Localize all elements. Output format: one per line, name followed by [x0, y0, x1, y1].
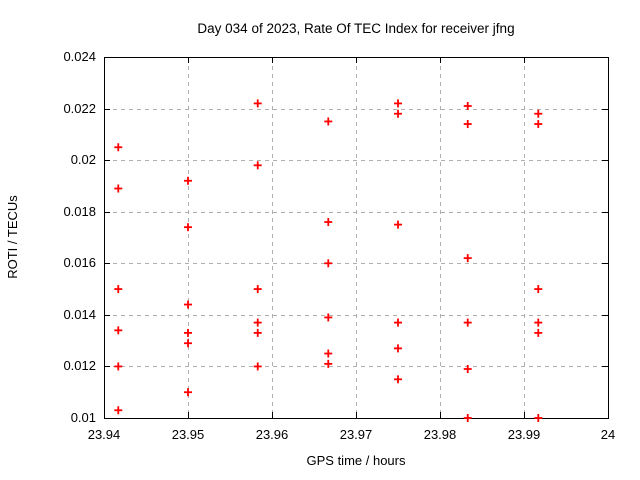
- y-tick-label: 0.018: [63, 203, 96, 219]
- data-point-marker: [463, 254, 472, 263]
- y-tick-label: 0.024: [63, 49, 96, 64]
- data-point-marker: [534, 328, 543, 337]
- plot-frame: [104, 57, 609, 419]
- data-point-marker: [324, 117, 333, 126]
- data-point-marker: [534, 285, 543, 294]
- data-point-marker: [394, 344, 402, 353]
- data-point-marker: [114, 406, 123, 415]
- data-point-marker: [463, 101, 472, 110]
- x-tick-label: 23.96: [255, 427, 289, 442]
- y-tick-label: 0.016: [63, 255, 96, 271]
- y-tick-label: 0.01: [70, 410, 96, 425]
- x-axis-label: GPS time / hours: [306, 453, 406, 468]
- y-tick-label: 0.014: [63, 306, 96, 322]
- y-tick-label: 0.02: [70, 152, 96, 168]
- x-tick-label: 23.98: [423, 427, 457, 442]
- data-point-marker: [463, 414, 472, 422]
- y-tick-label: 0.012: [63, 358, 96, 374]
- data-point-marker: [114, 285, 123, 294]
- data-point-marker: [324, 218, 333, 227]
- data-point-marker: [394, 318, 402, 327]
- data-point-marker: [324, 313, 333, 322]
- data-point-marker: [534, 109, 543, 118]
- data-point-marker: [114, 184, 123, 193]
- data-point-marker: [184, 339, 192, 348]
- data-point-marker: [184, 223, 192, 232]
- y-tick-label: 0.022: [63, 100, 96, 116]
- x-tick-label: 23.95: [171, 427, 205, 442]
- data-point-marker: [324, 359, 333, 368]
- data-points: [114, 99, 543, 422]
- x-tick-label: 23.99: [507, 427, 541, 442]
- data-point-marker: [184, 300, 192, 309]
- data-point-marker: [184, 388, 192, 397]
- data-point-marker: [463, 365, 472, 374]
- data-point-marker: [114, 143, 123, 152]
- data-point-marker: [114, 362, 123, 371]
- data-point-marker: [534, 318, 543, 327]
- data-point-marker: [394, 220, 402, 229]
- data-point-marker: [253, 99, 262, 108]
- chart-title: Day 034 of 2023, Rate Of TEC Index for r…: [197, 21, 515, 36]
- x-tick-label: 23.94: [87, 427, 121, 442]
- data-point-marker: [253, 328, 262, 337]
- data-point-marker: [463, 120, 472, 129]
- data-point-marker: [253, 318, 262, 327]
- grid-lines: [105, 58, 607, 417]
- data-point-marker: [394, 375, 402, 384]
- data-point-marker: [253, 362, 262, 371]
- data-point-marker: [114, 326, 123, 335]
- data-point-marker: [253, 285, 262, 294]
- x-tick-label: 24: [600, 427, 616, 442]
- data-point-marker: [463, 318, 472, 327]
- data-point-marker: [253, 161, 262, 170]
- data-point-marker: [184, 328, 192, 337]
- data-point-marker: [534, 414, 543, 422]
- data-point-marker: [394, 99, 402, 108]
- x-tick-label: 23.97: [339, 427, 373, 442]
- data-point-marker: [184, 176, 192, 185]
- data-point-marker: [324, 259, 333, 268]
- data-point-marker: [534, 120, 543, 129]
- data-point-marker: [394, 109, 402, 118]
- data-point-marker: [324, 349, 333, 358]
